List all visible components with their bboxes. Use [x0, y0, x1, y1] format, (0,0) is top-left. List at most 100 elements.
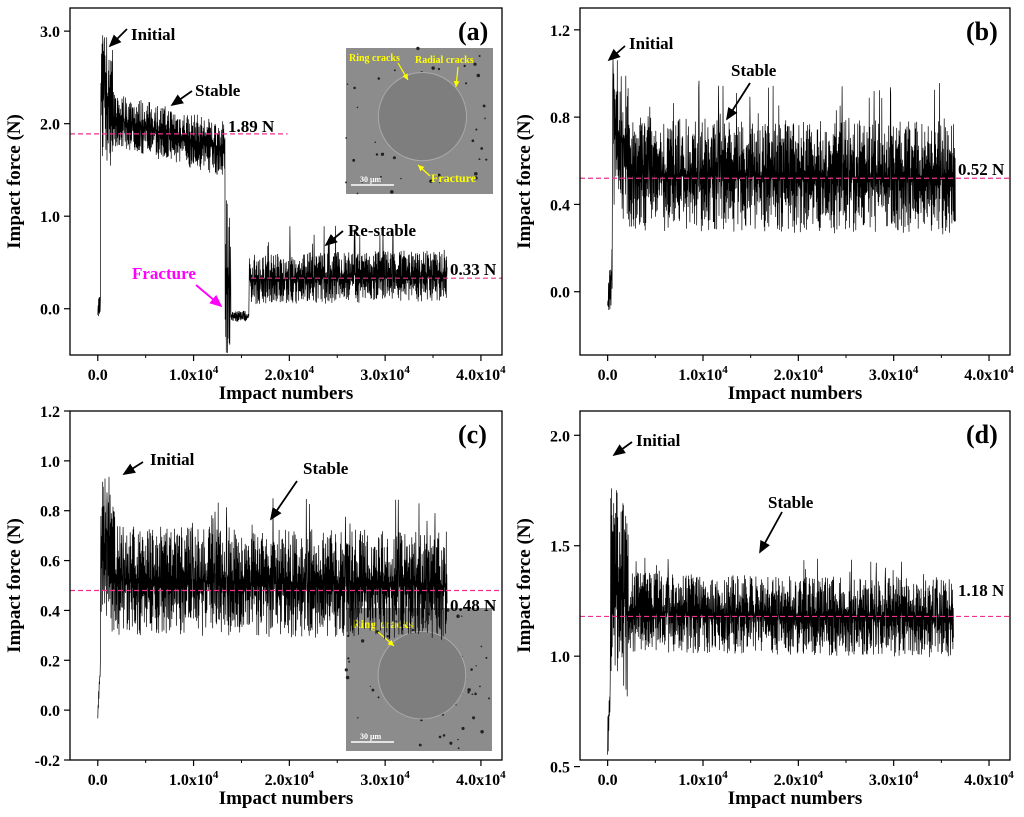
y-tick-label: 0.8: [550, 110, 570, 127]
inset-speck: [475, 128, 478, 131]
inset-arrow: [397, 62, 409, 81]
inset-speck: [485, 656, 488, 659]
annotation-arrow: [122, 461, 144, 475]
y-tick-label: 0.0: [40, 703, 60, 720]
x-axis-label: Impact numbers: [219, 788, 354, 809]
y-tick-label: 1.0: [40, 209, 60, 226]
x-tick-base: 4.0x10: [964, 772, 1008, 789]
x-tick-base: 0.0: [598, 772, 618, 789]
x-tick-base: 1.0x10: [678, 367, 722, 384]
inset-speck: [470, 668, 473, 671]
inset-speck: [345, 137, 348, 139]
inset-label: Ring cracks: [352, 617, 413, 631]
y-tick-label: 0.2: [40, 653, 60, 670]
x-tick-base: 2.0x10: [265, 772, 309, 789]
inset-arrow: [377, 631, 395, 647]
inset-speck: [457, 738, 459, 741]
annotation-arrow: [108, 28, 128, 48]
impact-force-trace: [607, 58, 956, 311]
inset-speck: [471, 693, 474, 696]
y-tick-label: 3.0: [40, 24, 60, 41]
x-tick-base: 0.0: [598, 367, 618, 384]
x-tick-exponent: 4: [1008, 769, 1014, 781]
x-tick-base: 1.0x10: [169, 367, 213, 384]
x-tick-exponent: 4: [913, 364, 919, 376]
x-tick-base: 4.0x10: [964, 367, 1008, 384]
inset-arrow: [453, 66, 460, 88]
annotation-re-stable: Re-stable: [348, 221, 416, 240]
inset-label: Fracture: [431, 171, 477, 185]
panel-a: Ring cracks Radial cracks Fracture 30 μm 1.8…: [4, 7, 506, 404]
x-tick-base: 2.0x10: [265, 367, 309, 384]
y-tick-label: 1.5: [550, 539, 570, 556]
x-tick-exponent: 4: [818, 769, 824, 781]
x-tick-exponent: 4: [309, 364, 315, 376]
inset-speck: [475, 665, 477, 667]
scale-bar-label: 30 μm: [360, 732, 382, 741]
x-tick-label: 1.0x104: [678, 769, 728, 789]
inset-speck: [442, 734, 446, 737]
inset-speck: [418, 743, 422, 747]
inset-speck: [392, 156, 396, 160]
panel-label: (d): [966, 420, 998, 449]
inset-label: Radial cracks: [415, 55, 474, 66]
x-tick-base: 2.0x10: [774, 772, 818, 789]
x-tick-label: 0.0: [88, 772, 108, 789]
inset-speck: [353, 86, 356, 90]
inset-speck: [488, 697, 490, 700]
panel-label: (c): [458, 420, 487, 449]
inset-speck: [416, 46, 420, 51]
annotation-arrow: [612, 441, 633, 457]
annotation-stable: Stable: [731, 61, 777, 80]
impact-force-trace: [97, 476, 448, 719]
x-tick-base: 2.0x10: [774, 367, 818, 384]
x-tick-exponent: 4: [404, 769, 410, 781]
x-tick-label: 0.0: [598, 367, 618, 384]
annotation-arrow: [195, 284, 223, 308]
inset-speck: [375, 153, 379, 156]
plot-frame: [69, 7, 503, 356]
inset-speck: [356, 192, 359, 195]
x-tick-exponent: 4: [818, 364, 824, 376]
x-tick-label: 1.0x104: [169, 769, 219, 789]
annotation-stable: Stable: [303, 459, 349, 478]
inset-speck: [371, 688, 375, 692]
y-tick-label: 0.4: [40, 603, 60, 620]
x-tick-label: 0.0: [88, 367, 108, 384]
panel-b: 0.52 N0.0 1.0x104 2.0x104 3.0x104 4.0x1040.0…: [514, 7, 1014, 404]
inset-speck: [395, 620, 398, 623]
x-axis-label: Impact numbers: [219, 383, 354, 404]
inset-speck: [352, 158, 356, 162]
inset-speck: [390, 190, 394, 194]
x-tick-base: 3.0x10: [360, 772, 404, 789]
impact-force-trace: [97, 35, 448, 353]
indent-ring: [377, 630, 467, 720]
x-tick-label: 0.0: [598, 772, 618, 789]
x-tick-exponent: 4: [913, 769, 919, 781]
inset-speck: [478, 158, 481, 161]
annotation-arrow: [726, 82, 751, 121]
x-tick-base: 0.0: [88, 772, 108, 789]
mean-value-label: 1.89 N: [228, 117, 275, 136]
annotation-arrow: [324, 230, 344, 247]
x-tick-base: 4.0x10: [456, 367, 500, 384]
inset-speck: [361, 624, 364, 626]
x-tick-base: 3.0x10: [869, 772, 913, 789]
inset-speck: [344, 668, 348, 672]
inset-speck: [411, 628, 415, 632]
indent-ring: [377, 72, 468, 162]
inset-speck: [465, 82, 468, 85]
annotation-initial: Initial: [636, 431, 681, 450]
annotation-stable: Stable: [768, 493, 814, 512]
y-tick-label: 0.6: [40, 554, 60, 571]
inset-speck: [380, 175, 382, 178]
inset-speck: [461, 726, 465, 731]
inset-speck: [356, 106, 359, 109]
inset-speck: [467, 691, 470, 694]
inset-speck: [472, 716, 476, 720]
scale-bar-label: 30 μm: [360, 175, 382, 184]
x-tick-exponent: 4: [309, 769, 315, 781]
sem-inset-image: Ring cracks Radial cracks Fracture 30 μm: [345, 46, 493, 195]
inset-speck: [345, 675, 350, 680]
inset-speck: [455, 704, 457, 706]
